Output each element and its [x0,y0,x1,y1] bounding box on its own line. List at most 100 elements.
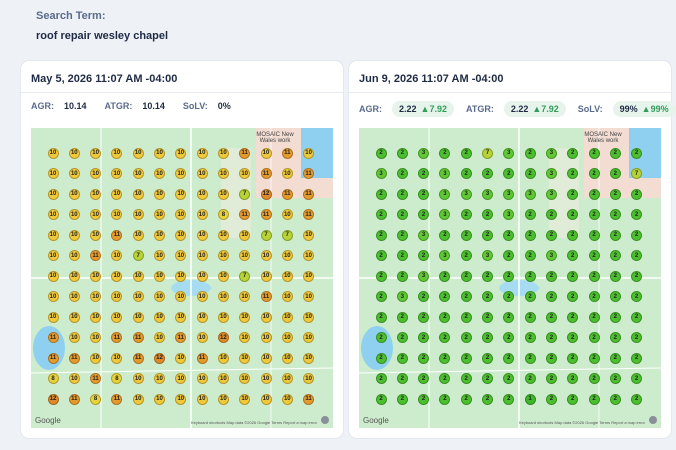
rank-pin[interactable]: 10 [217,147,229,159]
rank-pin[interactable]: 10 [111,147,123,159]
rank-pin[interactable]: 10 [68,311,80,323]
rank-pin[interactable]: 10 [260,250,272,261]
rank-pin[interactable]: 8 [111,373,123,384]
rank-pin[interactable]: 7 [260,229,272,241]
rank-pin[interactable]: 2 [631,229,643,241]
rank-pin[interactable]: 2 [609,373,621,384]
rank-pin[interactable]: 10 [132,188,144,200]
rank-pin[interactable]: 2 [503,250,515,261]
rank-pin[interactable]: 2 [545,373,557,384]
rank-pin[interactable]: 10 [90,311,102,323]
rank-pin[interactable]: 10 [111,250,123,261]
rank-pin[interactable]: 11 [111,229,123,241]
rank-pin[interactable]: 12 [47,393,59,405]
rank-pin[interactable]: 2 [482,311,493,323]
rank-pin[interactable]: 11 [260,291,272,302]
rank-pin[interactable]: 10 [196,250,208,261]
rank-pin[interactable]: 2 [503,168,515,179]
rank-pin[interactable]: 10 [196,393,208,405]
rank-pin[interactable]: 2 [588,229,600,241]
rank-pin[interactable]: 10 [196,373,208,384]
rank-pin[interactable]: 3 [503,147,515,159]
rank-pin[interactable]: 10 [175,229,187,241]
rank-pin[interactable]: 10 [47,209,59,220]
rank-pin[interactable]: 10 [239,229,251,241]
rank-pin[interactable]: 2 [631,188,643,200]
rank-pin[interactable]: 2 [503,373,515,384]
rank-pin[interactable]: 2 [567,250,579,261]
rank-pin[interactable]: 10 [175,147,187,159]
rank-pin[interactable]: 7 [132,250,144,261]
rank-pin[interactable]: 10 [196,168,208,179]
rank-pin[interactable]: 2 [439,311,451,323]
rank-pin[interactable]: 2 [609,229,621,241]
rank-pin[interactable]: 2 [375,311,387,323]
rank-pin[interactable]: 2 [609,352,621,364]
rank-pin[interactable]: 2 [482,270,493,282]
rank-pin[interactable]: 2 [545,311,557,323]
rank-pin[interactable]: 11 [281,147,293,159]
rank-pin[interactable]: 2 [588,373,600,384]
rank-pin[interactable]: 2 [396,209,408,220]
rank-pin[interactable]: 3 [545,168,557,179]
rank-pin[interactable]: 10 [260,352,272,364]
rank-pin[interactable]: 2 [609,147,621,159]
rank-pin[interactable]: 11 [281,188,293,200]
rank-pin[interactable]: 10 [260,393,272,405]
rank-pin[interactable]: 2 [609,311,621,323]
rank-pin[interactable]: 10 [281,332,293,343]
rank-pin[interactable]: 2 [588,270,600,282]
rank-pin[interactable]: 10 [175,311,187,323]
rank-pin[interactable]: 3 [545,147,557,159]
rank-pin[interactable]: 2 [503,352,515,364]
rank-pin[interactable]: 2 [631,147,643,159]
rank-pin[interactable]: 10 [68,168,80,179]
rank-pin[interactable]: 10 [154,332,165,343]
rank-pin[interactable]: 10 [217,373,229,384]
rank-pin[interactable]: 2 [631,352,643,364]
rank-pin[interactable]: 10 [175,352,187,364]
map-attribution[interactable]: Keyboard shortcuts Map data ©2026 Google… [518,420,645,425]
rank-pin[interactable]: 10 [303,352,315,364]
rank-pin[interactable]: 2 [418,209,430,220]
rank-pin[interactable]: 2 [375,229,387,241]
rank-pin[interactable]: 10 [47,168,59,179]
rank-pin[interactable]: 2 [524,291,536,302]
rank-pin[interactable]: 10 [90,291,102,302]
rank-pin[interactable]: 2 [588,393,600,405]
pegman-icon[interactable] [649,416,657,424]
rank-pin[interactable]: 10 [239,311,251,323]
rank-pin[interactable]: 2 [396,311,408,323]
rank-pin[interactable]: 2 [482,209,493,220]
rank-pin[interactable]: 10 [239,393,251,405]
rank-pin[interactable]: 2 [396,188,408,200]
rank-pin[interactable]: 2 [588,188,600,200]
rank-pin[interactable]: 2 [460,291,472,302]
rank-pin[interactable]: 2 [482,291,493,302]
rank-pin[interactable]: 11 [260,168,272,179]
rank-pin[interactable]: 10 [111,168,123,179]
rank-pin[interactable]: 10 [154,168,165,179]
rank-pin[interactable]: 2 [567,311,579,323]
rank-pin[interactable]: 10 [281,168,293,179]
rank-pin[interactable]: 10 [260,147,272,159]
rank-pin[interactable]: 11 [47,352,59,364]
rank-pin[interactable]: 10 [90,188,102,200]
rank-pin[interactable]: 2 [567,373,579,384]
rank-pin[interactable]: 10 [154,229,165,241]
rank-pin[interactable]: 2 [439,393,451,405]
rank-pin[interactable]: 7 [631,168,643,179]
rank-pin[interactable]: 2 [545,291,557,302]
rank-pin[interactable]: 2 [567,229,579,241]
rank-pin[interactable]: 2 [588,147,600,159]
rank-pin[interactable]: 2 [439,270,451,282]
rank-pin[interactable]: 10 [47,188,59,200]
rank-pin[interactable]: 10 [260,270,272,282]
rank-pin[interactable]: 10 [239,373,251,384]
rank-pin[interactable]: 2 [567,209,579,220]
rank-pin[interactable]: 10 [154,250,165,261]
rank-pin[interactable]: 10 [239,168,251,179]
rank-pin[interactable]: 10 [260,373,272,384]
rank-pin[interactable]: 2 [631,311,643,323]
rank-pin[interactable]: 11 [90,250,102,261]
